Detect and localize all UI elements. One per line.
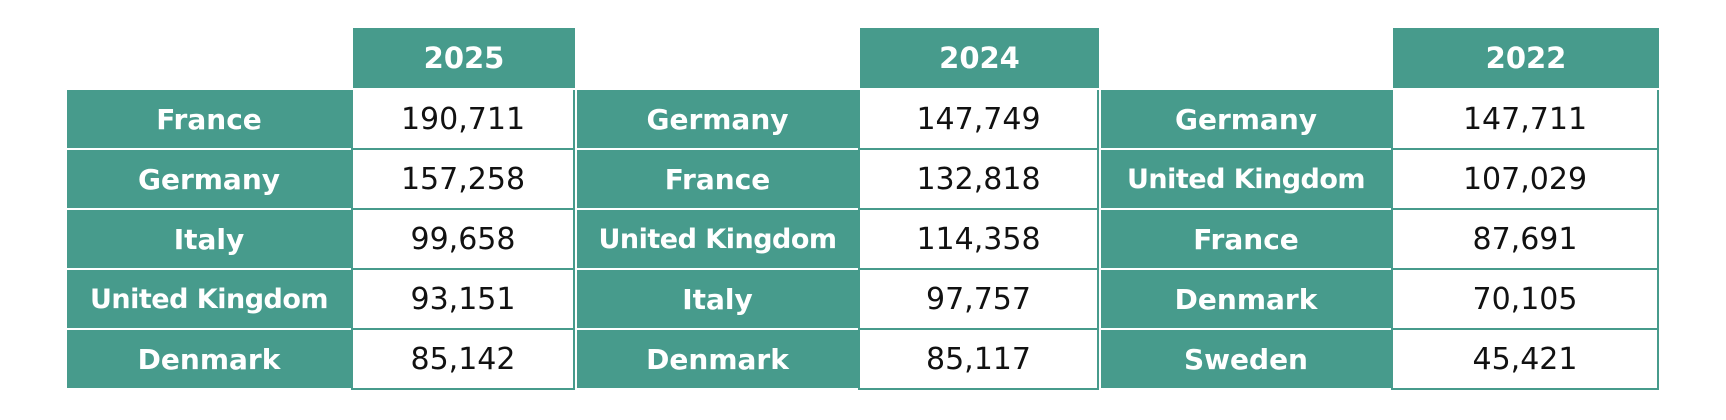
value-cell: 45,421 — [1391, 330, 1659, 390]
country-cell: United Kingdom — [67, 270, 351, 330]
value-cell: 107,029 — [1391, 150, 1659, 210]
value-cell: 97,757 — [858, 270, 1099, 330]
header-2025: 2025 — [353, 28, 575, 88]
value-cell: 147,711 — [1391, 90, 1659, 150]
table-row: Italy 99,658 — [67, 210, 575, 270]
country-cell: France — [1101, 210, 1391, 270]
country-cell: Italy — [577, 270, 858, 330]
country-cell: Denmark — [1101, 270, 1391, 330]
country-cell: Germany — [1101, 90, 1391, 150]
header-2024: 2024 — [860, 28, 1099, 88]
country-cell: Denmark — [577, 330, 858, 390]
value-cell: 70,105 — [1391, 270, 1659, 330]
table-row: Italy 97,757 — [577, 270, 1099, 330]
value-cell: 99,658 — [351, 210, 575, 270]
value-cell: 190,711 — [351, 90, 575, 150]
country-cell: Denmark — [67, 330, 351, 390]
table-2025: 2025 France 190,711 Germany 157,258 Ital… — [67, 28, 575, 392]
value-cell: 114,358 — [858, 210, 1099, 270]
table-row: Sweden 45,421 — [1101, 330, 1659, 390]
value-cell: 93,151 — [351, 270, 575, 330]
value-cell: 147,749 — [858, 90, 1099, 150]
country-cell: Germany — [577, 90, 858, 150]
table-row: Denmark 85,117 — [577, 330, 1099, 390]
table-row: Germany 147,711 — [1101, 90, 1659, 150]
country-cell: United Kingdom — [1101, 150, 1391, 210]
table-row: United Kingdom 93,151 — [67, 270, 575, 330]
value-cell: 87,691 — [1391, 210, 1659, 270]
country-cell: Germany — [67, 150, 351, 210]
table-row: United Kingdom 114,358 — [577, 210, 1099, 270]
table-row: France 87,691 — [1101, 210, 1659, 270]
value-cell: 85,142 — [351, 330, 575, 390]
table-row: United Kingdom 107,029 — [1101, 150, 1659, 210]
country-cell: Italy — [67, 210, 351, 270]
country-cell: France — [577, 150, 858, 210]
table-2024: 2024 Germany 147,749 France 132,818 Unit… — [577, 28, 1099, 392]
value-cell: 157,258 — [351, 150, 575, 210]
table-row: France 132,818 — [577, 150, 1099, 210]
country-cell: France — [67, 90, 351, 150]
table-row: Denmark 85,142 — [67, 330, 575, 390]
country-cell: United Kingdom — [577, 210, 858, 270]
value-cell: 132,818 — [858, 150, 1099, 210]
value-cell: 85,117 — [858, 330, 1099, 390]
table-2022: 2022 Germany 147,711 United Kingdom 107,… — [1101, 28, 1659, 392]
table-row: France 190,711 — [67, 90, 575, 150]
table-row: Germany 157,258 — [67, 150, 575, 210]
country-cell: Sweden — [1101, 330, 1391, 390]
table-row: Denmark 70,105 — [1101, 270, 1659, 330]
header-2022: 2022 — [1393, 28, 1659, 88]
table-row: Germany 147,749 — [577, 90, 1099, 150]
